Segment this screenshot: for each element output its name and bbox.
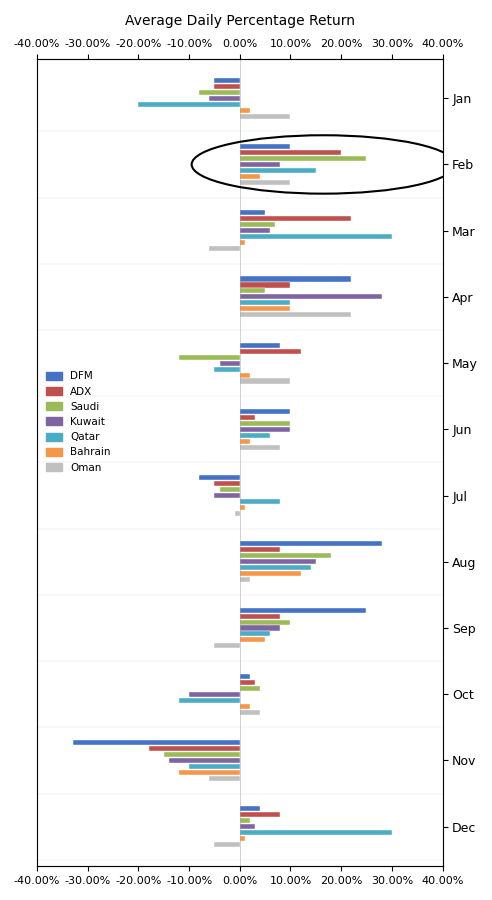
Bar xyxy=(240,619,290,625)
Bar xyxy=(189,764,240,769)
Bar xyxy=(215,84,240,89)
Bar xyxy=(240,433,270,437)
Bar xyxy=(240,830,392,835)
Bar xyxy=(240,824,255,829)
Bar xyxy=(240,343,280,347)
Bar xyxy=(240,216,351,221)
Bar xyxy=(240,818,250,824)
Bar xyxy=(240,276,351,282)
Bar xyxy=(219,361,240,365)
Bar xyxy=(240,288,265,293)
Bar xyxy=(240,505,245,510)
Bar xyxy=(240,162,280,167)
Bar xyxy=(240,577,250,582)
Bar xyxy=(72,740,240,745)
Bar xyxy=(189,692,240,697)
Bar xyxy=(240,445,280,450)
Bar xyxy=(240,554,331,558)
Bar xyxy=(179,698,240,703)
Bar xyxy=(149,746,240,751)
Bar xyxy=(240,150,341,155)
Bar xyxy=(240,547,280,553)
Bar xyxy=(240,415,255,420)
Bar xyxy=(240,572,301,576)
Bar xyxy=(235,511,240,516)
Bar xyxy=(240,709,260,715)
Title: Average Daily Percentage Return: Average Daily Percentage Return xyxy=(125,14,355,28)
Bar xyxy=(240,348,301,354)
Bar xyxy=(210,776,240,781)
Bar xyxy=(240,565,311,571)
Bar xyxy=(240,632,270,636)
Bar xyxy=(240,559,316,564)
Bar xyxy=(240,608,367,613)
Bar xyxy=(210,95,240,101)
Bar xyxy=(215,842,240,847)
Bar xyxy=(240,168,316,173)
Bar xyxy=(240,637,265,643)
Bar xyxy=(240,626,280,631)
Bar xyxy=(240,144,290,149)
Bar xyxy=(240,211,265,215)
Bar xyxy=(240,156,367,161)
Bar xyxy=(240,174,260,179)
Bar xyxy=(215,493,240,498)
Bar xyxy=(240,113,290,119)
Bar xyxy=(240,812,280,817)
Bar xyxy=(240,379,290,383)
Bar xyxy=(240,222,275,227)
Bar xyxy=(240,234,392,239)
Bar xyxy=(240,228,270,233)
Bar xyxy=(179,355,240,360)
Bar xyxy=(240,614,280,618)
Bar xyxy=(240,686,260,691)
Legend: DFM, ADX, Saudi, Kuwait, Qatar, Bahrain, Oman: DFM, ADX, Saudi, Kuwait, Qatar, Bahrain,… xyxy=(42,367,115,477)
Bar xyxy=(199,475,240,481)
Bar xyxy=(138,102,240,107)
Bar xyxy=(240,499,280,504)
Bar xyxy=(215,482,240,486)
Bar xyxy=(240,542,382,546)
Bar xyxy=(215,366,240,372)
Bar xyxy=(240,421,290,426)
Bar xyxy=(240,438,250,444)
Bar xyxy=(240,108,250,112)
Bar xyxy=(240,294,382,300)
Bar xyxy=(240,283,290,287)
Bar xyxy=(240,312,351,318)
Bar xyxy=(215,77,240,83)
Bar xyxy=(240,836,245,842)
Bar xyxy=(215,644,240,648)
Bar xyxy=(179,770,240,775)
Bar xyxy=(240,409,290,414)
Bar xyxy=(199,90,240,94)
Bar xyxy=(219,487,240,492)
Bar xyxy=(240,301,290,305)
Bar xyxy=(240,806,260,811)
Bar xyxy=(240,427,290,432)
Bar xyxy=(240,373,250,378)
Bar xyxy=(164,752,240,757)
Bar xyxy=(240,680,255,685)
Bar xyxy=(240,674,250,679)
Bar xyxy=(169,758,240,763)
Bar xyxy=(210,246,240,251)
Bar xyxy=(240,306,290,311)
Bar xyxy=(240,704,250,708)
Bar xyxy=(240,240,245,245)
Bar xyxy=(240,180,290,184)
